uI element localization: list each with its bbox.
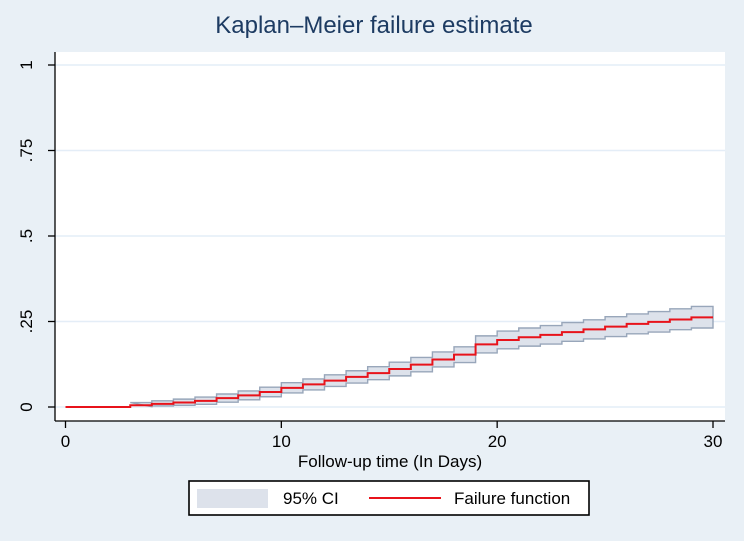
x-tick-label: 20 xyxy=(488,432,507,451)
x-axis-label: Follow-up time (In Days) xyxy=(298,452,482,471)
legend-line-label: Failure function xyxy=(454,489,570,508)
x-tick-label: 30 xyxy=(704,432,723,451)
x-tick-label: 10 xyxy=(272,432,291,451)
y-tick-label: 1 xyxy=(17,60,36,69)
y-tick-label: .75 xyxy=(17,139,36,163)
legend-ci-label: 95% CI xyxy=(283,489,339,508)
y-tick-label: 0 xyxy=(17,402,36,411)
failure-function-line xyxy=(65,316,713,408)
legend-ci-swatch-icon xyxy=(197,489,268,508)
x-tick-label: 0 xyxy=(61,432,70,451)
axis-ticks xyxy=(48,64,714,428)
y-tick-label: .5 xyxy=(17,229,36,243)
legend: 95% CI Failure function xyxy=(188,480,590,516)
chart-title: Kaplan–Meier failure estimate xyxy=(215,12,533,39)
y-tick-labels: 0 .25 .5 .75 1 xyxy=(17,60,36,411)
y-tick-label: .25 xyxy=(17,310,36,334)
x-tick-labels: 0 10 20 30 xyxy=(61,432,723,451)
